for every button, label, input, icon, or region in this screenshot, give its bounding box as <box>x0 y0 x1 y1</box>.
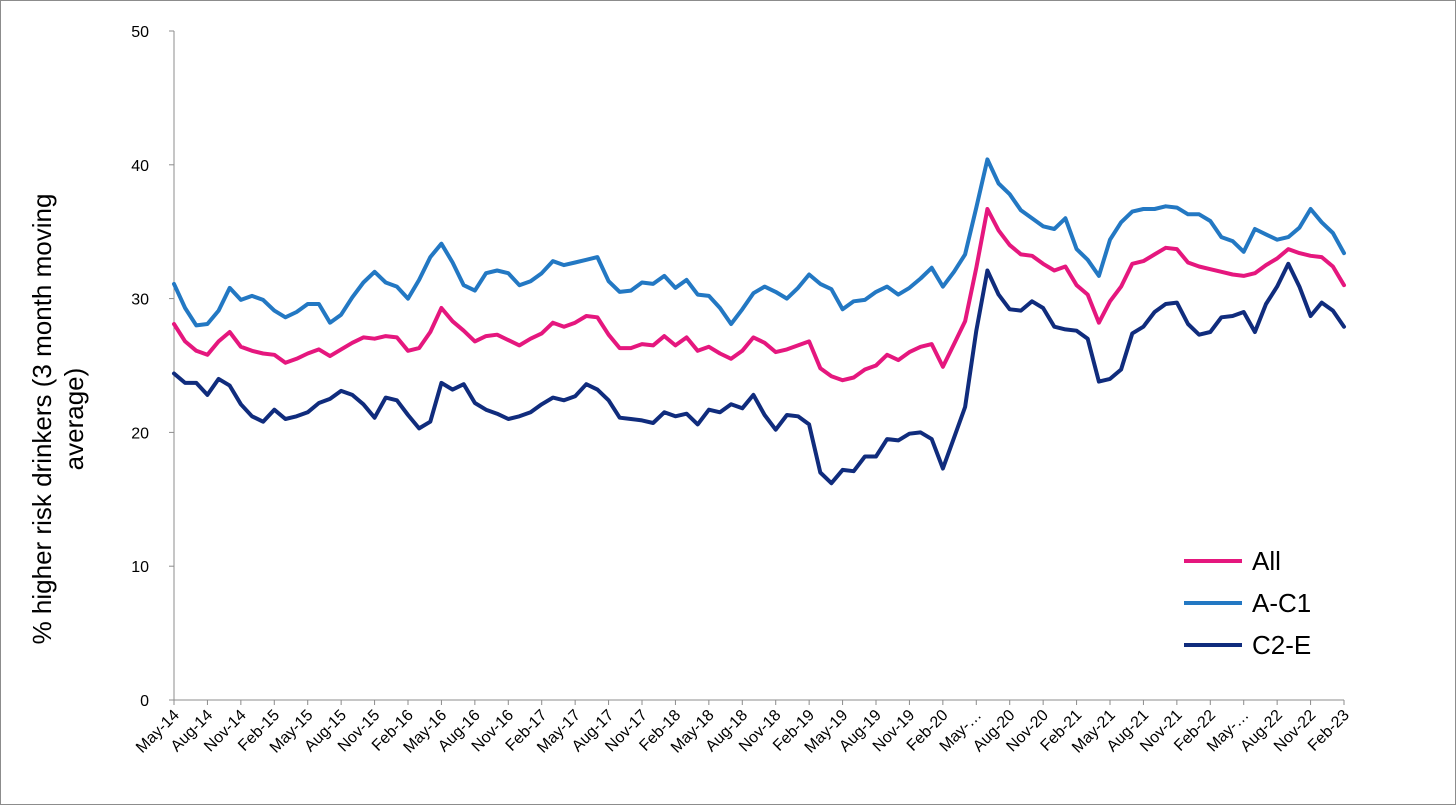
legend-label-all: All <box>1252 546 1281 576</box>
legend-label-a-c1: A-C1 <box>1252 588 1311 618</box>
y-tick-labels: 0 10 20 30 40 50 <box>131 24 174 710</box>
y-tick-label: 40 <box>131 158 149 175</box>
legend: All A-C1 C2-E <box>1184 546 1311 660</box>
legend-label-c2-e: C2-E <box>1252 630 1311 660</box>
series-lines <box>172 157 1346 486</box>
series-line-c2-e <box>172 261 1346 486</box>
y-axis-title: % higher risk drinkers (3 month moving a… <box>27 194 89 645</box>
series-line-all <box>172 207 1346 383</box>
y-tick-label: 30 <box>131 292 149 309</box>
y-tick-label: 10 <box>131 559 149 576</box>
y-axis-title-line-2: average) <box>59 368 89 471</box>
y-tick-label: 20 <box>131 425 149 442</box>
axes <box>173 31 1344 701</box>
x-tick-labels: May-14Aug-14Nov-14Feb-15May-15Aug-15Nov-… <box>133 700 1353 757</box>
y-tick-label: 50 <box>131 24 149 41</box>
y-axis-title-line-1: % higher risk drinkers (3 month moving <box>27 194 57 645</box>
series-line-a-c1 <box>172 157 1346 328</box>
y-tick-label: 0 <box>140 693 149 710</box>
